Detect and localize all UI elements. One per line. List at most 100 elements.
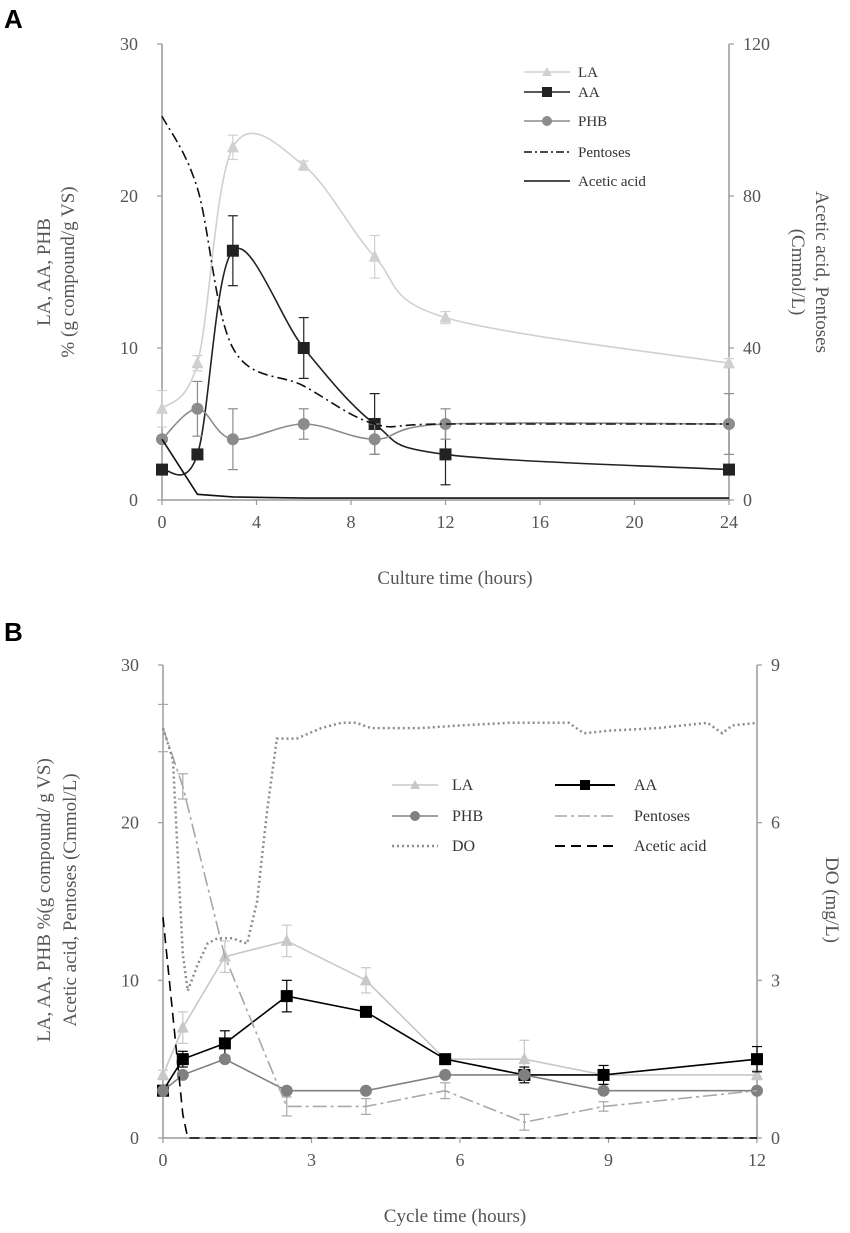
point-b-aa: [176, 1053, 189, 1066]
y-right-tick-label-a: 120: [743, 34, 770, 54]
point-a-phb: [368, 433, 381, 446]
point-b-la: [751, 1067, 763, 1080]
point-a-aa: [156, 463, 168, 476]
series-line-a-la: [161, 132, 730, 410]
y-left-tick-label-b: 10: [121, 970, 139, 990]
x-tick-label-a: 24: [720, 512, 738, 532]
point-b-la: [157, 1067, 169, 1080]
legend-b-pentoses: Pentoses: [634, 808, 690, 825]
series-line-a-acetic-acid: [161, 438, 729, 499]
y-right-tick-label-b: 9: [771, 655, 780, 675]
point-b-aa: [597, 1068, 610, 1081]
point-b-phb: [518, 1068, 531, 1081]
panel-a-x-axis-title: Culture time (hours): [377, 568, 532, 589]
point-b-phb: [280, 1084, 293, 1097]
point-a-la: [156, 401, 168, 414]
panel-a-y-left-title-line1: LA, AA, PHB: [34, 218, 55, 326]
series-line-b-la: [162, 940, 757, 1076]
panel-a-y-right-title-line2: (Cmmol/L): [787, 229, 808, 316]
point-b-la: [280, 933, 293, 946]
y-left-tick-label-a: 0: [129, 490, 138, 510]
y-right-tick-label-a: 0: [743, 490, 752, 510]
x-tick-label-a: 20: [626, 512, 644, 532]
point-a-la: [226, 140, 239, 153]
y-right-tick-label-a: 40: [743, 338, 761, 358]
x-tick-label-a: 16: [531, 512, 549, 532]
x-tick-label-a: 8: [347, 512, 356, 532]
panel-a-y-left-title-line2: % (g compound/g VS): [58, 186, 79, 357]
panel-b-label: B: [4, 617, 23, 647]
x-tick-label-a: 0: [158, 512, 167, 532]
x-tick-label-b: 6: [456, 1150, 465, 1170]
panel-a-legend: LA AA PHB Pentoses Acetic acid: [524, 65, 646, 190]
panel-b-y-left-title-line1: LA, AA, PHB %(g compound/ g VS): [34, 758, 55, 1042]
y-left-tick-label-a: 10: [120, 338, 138, 358]
y-left-tick-label-a: 30: [120, 34, 138, 54]
point-b-aa: [439, 1053, 452, 1066]
panel-b-legend: LA AA PHB Pentoses DO Acetic acid: [392, 777, 706, 855]
point-b-aa: [218, 1037, 231, 1050]
panel-b-y-right-title: DO (mg/L): [821, 857, 842, 943]
legend-triangle-marker: [542, 67, 552, 76]
y-right-tick-label-b: 0: [771, 1128, 780, 1148]
y-left-tick-label-b: 20: [121, 813, 139, 833]
series-line-b-do: [161, 721, 758, 992]
legend-square-marker: [542, 87, 552, 97]
series-line-b-aa: [162, 995, 758, 1092]
panel-b-x-axis-title: Cycle time (hours): [384, 1206, 526, 1227]
legend-b-acetic-acid: Acetic acid: [634, 838, 706, 855]
x-tick-label-b: 12: [748, 1150, 766, 1170]
point-b-aa: [359, 1005, 372, 1018]
point-a-la: [723, 356, 735, 369]
point-b-la: [176, 1020, 189, 1033]
y-right-tick-label-a: 80: [743, 186, 761, 206]
point-b-aa: [751, 1053, 763, 1066]
legend-circle-marker: [542, 116, 552, 126]
point-a-aa: [226, 244, 239, 257]
point-a-la: [439, 310, 452, 323]
panel-a-y-right-title-line1: Acetic acid, Pentoses: [811, 191, 832, 353]
y-left-tick-label-a: 20: [120, 186, 138, 206]
legend-b-aa: AA: [634, 777, 658, 794]
series-line-a-pentoses: [161, 115, 729, 428]
legend-b-do: DO: [452, 838, 475, 855]
x-tick-label-b: 0: [159, 1150, 168, 1170]
legend-a-la: LA: [578, 65, 598, 81]
point-a-phb: [226, 433, 239, 446]
x-tick-label-b: 9: [604, 1150, 613, 1170]
point-b-phb: [157, 1084, 169, 1097]
legend-triangle-marker: [410, 780, 420, 789]
legend-b-phb: PHB: [452, 808, 483, 825]
panel-a-label: A: [4, 4, 23, 34]
point-a-phb: [191, 402, 204, 415]
point-b-phb: [359, 1084, 372, 1097]
point-a-la: [297, 158, 310, 171]
y-left-tick-label-b: 0: [130, 1128, 139, 1148]
point-a-phb: [439, 418, 452, 430]
point-a-phb: [297, 418, 310, 430]
y-left-tick-label-b: 30: [121, 655, 139, 675]
point-a-aa: [297, 342, 310, 354]
legend-square-marker: [580, 780, 590, 790]
x-tick-label-a: 4: [252, 512, 261, 532]
series-line-b-acetic-acid: [162, 917, 757, 1139]
y-right-tick-label-b: 6: [771, 813, 780, 833]
point-b-phb: [597, 1084, 610, 1097]
y-right-tick-label-b: 3: [771, 970, 780, 990]
legend-a-aa: AA: [578, 85, 600, 101]
legend-circle-marker: [410, 811, 420, 821]
point-b-phb: [218, 1053, 231, 1066]
point-a-aa: [439, 448, 452, 461]
legend-a-acetic-acid: Acetic acid: [578, 174, 646, 190]
point-a-la: [191, 356, 204, 369]
point-b-phb: [439, 1068, 452, 1081]
legend-b-la: LA: [452, 777, 474, 794]
panel-b-y-left-title-line2: Acetic acid, Pentoses (Cmmol/L): [60, 773, 81, 1026]
point-b-aa: [280, 990, 293, 1003]
point-a-aa: [191, 448, 204, 461]
point-b-la: [359, 973, 372, 986]
x-tick-label-a: 12: [437, 512, 455, 532]
